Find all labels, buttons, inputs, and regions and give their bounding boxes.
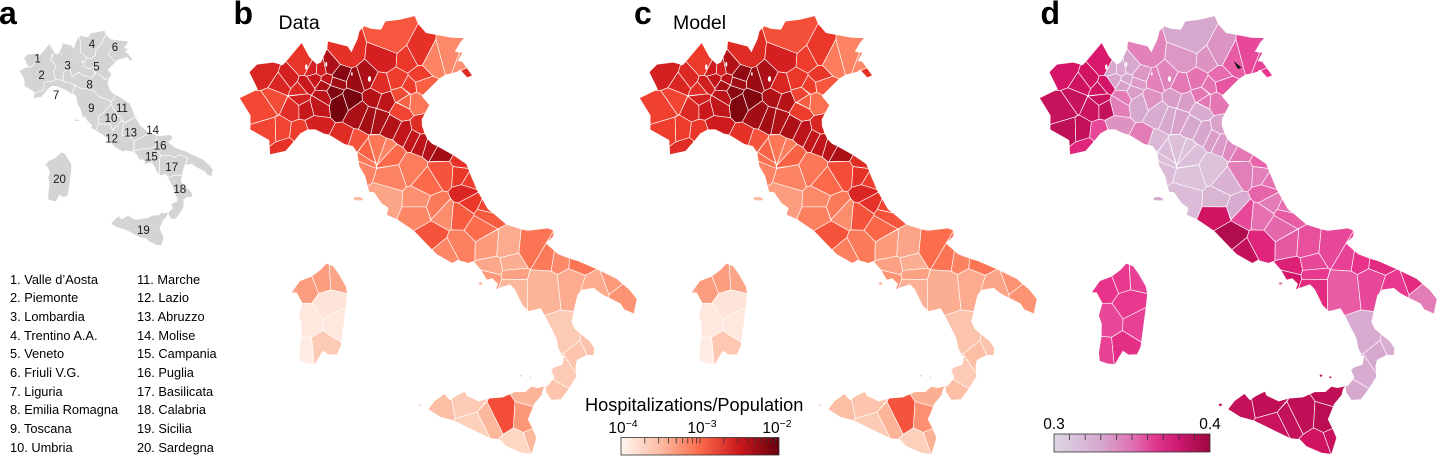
svg-text:11: 11: [116, 103, 128, 115]
svg-text:10−4: 10−4: [608, 418, 637, 437]
svg-text:1: 1: [34, 53, 40, 65]
svg-text:14: 14: [146, 125, 159, 137]
svg-text:7: 7: [53, 90, 59, 102]
svg-text:19: 19: [137, 225, 150, 237]
svg-text:16: 16: [154, 141, 167, 153]
svg-text:4: 4: [89, 39, 96, 51]
svg-text:10: 10: [105, 113, 118, 125]
svg-text:6: 6: [112, 42, 118, 54]
svg-text:0.4: 0.4: [1199, 416, 1221, 433]
svg-text:3: 3: [64, 60, 70, 72]
svg-text:2: 2: [38, 70, 44, 82]
svg-text:10−3: 10−3: [687, 418, 716, 437]
svg-text:10−2: 10−2: [762, 418, 791, 437]
svg-text:8: 8: [86, 79, 92, 91]
svg-text:13: 13: [124, 127, 137, 139]
svg-text:17: 17: [165, 162, 178, 174]
svg-text:0.3: 0.3: [1043, 416, 1065, 433]
svg-text:12: 12: [105, 134, 118, 146]
svg-text:15: 15: [145, 152, 158, 164]
svg-text:18: 18: [173, 184, 186, 196]
svg-text:9: 9: [88, 103, 94, 115]
svg-text:5: 5: [93, 62, 99, 74]
svg-text:20: 20: [53, 174, 66, 186]
